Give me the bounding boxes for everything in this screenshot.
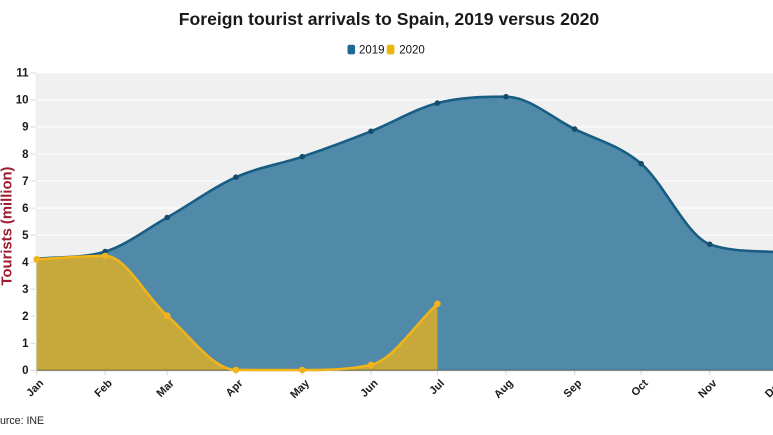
svg-text:7: 7: [22, 176, 28, 188]
svg-text:9: 9: [22, 122, 28, 134]
svg-text:4: 4: [22, 257, 29, 269]
svg-text:Foreign tourist arrivals to Sp: Foreign tourist arrivals to Spain, 2019 …: [179, 9, 600, 29]
svg-text:8: 8: [22, 149, 29, 161]
svg-text:Source: INE: Source: INE: [0, 415, 44, 427]
svg-text:2020: 2020: [399, 45, 425, 57]
svg-text:Tourists (million): Tourists (million): [0, 166, 16, 285]
svg-text:1: 1: [22, 338, 29, 350]
svg-text:5: 5: [22, 230, 29, 242]
svg-text:11: 11: [16, 68, 29, 80]
svg-text:3: 3: [22, 284, 28, 296]
svg-text:Dec: Dec: [763, 377, 773, 400]
svg-text:2019: 2019: [359, 45, 385, 57]
svg-text:2: 2: [22, 311, 28, 323]
svg-text:10: 10: [16, 95, 29, 107]
svg-text:0: 0: [22, 365, 28, 377]
svg-text:6: 6: [22, 203, 28, 215]
